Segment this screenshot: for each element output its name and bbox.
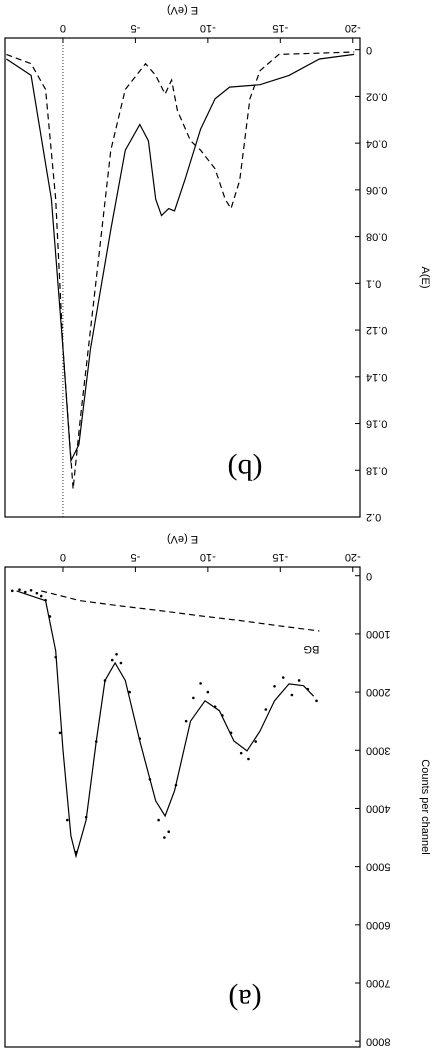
x-tick-label: 0 (60, 551, 66, 563)
x-tick-label: -10 (200, 22, 216, 34)
x-tick-label: -5 (131, 22, 141, 34)
data-point (18, 588, 21, 591)
data-point (115, 652, 118, 656)
series-line (16, 590, 315, 859)
data-point (110, 658, 114, 662)
y-tick-label: 0.16 (366, 418, 387, 430)
data-point (297, 679, 301, 682)
data-point (48, 615, 52, 618)
y-tick-label: 0.04 (366, 137, 387, 149)
data-point (119, 661, 123, 665)
y-tick-label: 0.02 (366, 91, 387, 103)
data-point (138, 737, 142, 740)
y-axis-label: A(E) (419, 267, 431, 289)
data-point (39, 594, 43, 598)
x-tick-label: -20 (345, 22, 361, 34)
panel-label: (a) (228, 983, 261, 1016)
y-tick-label: 4000 (366, 803, 390, 815)
y-tick-label: 3000 (366, 744, 390, 756)
y-tick-label: 0.1 (366, 277, 381, 289)
data-point (221, 714, 224, 717)
x-tick-label: -15 (272, 22, 288, 34)
data-point (29, 588, 33, 592)
data-point (128, 690, 131, 694)
data-point (167, 830, 171, 834)
data-point (306, 687, 310, 691)
data-point (213, 705, 217, 708)
data-point (254, 740, 257, 743)
y-tick-label: 1000 (366, 628, 390, 640)
data-point (157, 818, 160, 822)
data-point (54, 655, 58, 659)
data-point (174, 783, 178, 787)
y-tick-label: 0.08 (366, 231, 387, 243)
y-tick-label: 0.12 (366, 324, 387, 336)
data-point (315, 699, 318, 703)
data-point (66, 818, 69, 822)
data-point (184, 719, 188, 723)
x-tick-label: -5 (131, 551, 141, 563)
data-point (84, 815, 88, 819)
data-point (23, 590, 27, 594)
y-tick-label: 2000 (366, 686, 390, 698)
y-tick-label: 6000 (366, 919, 390, 931)
data-point (199, 682, 202, 685)
y-tick-label: 5000 (366, 861, 390, 873)
data-point (247, 757, 250, 761)
x-tick-label: -15 (272, 551, 288, 563)
x-axis-label: E (eV) (167, 533, 198, 545)
data-point (163, 836, 166, 839)
data-point (239, 751, 243, 755)
data-point (74, 850, 78, 854)
series-line (41, 590, 320, 632)
data-point (94, 740, 98, 743)
data-point (229, 731, 233, 735)
data-point (192, 696, 195, 700)
y-tick-label: 0 (366, 44, 372, 56)
data-point (148, 778, 152, 781)
y-tick-label: 0 (366, 570, 372, 582)
x-axis-label: E (eV) (167, 4, 198, 16)
data-point (206, 690, 210, 694)
plot-frame (4, 37, 361, 518)
x-tick-label: 0 (60, 22, 66, 34)
y-tick-label: 0.14 (366, 371, 387, 383)
y-tick-label: 0.2 (366, 511, 381, 523)
data-point (281, 676, 285, 679)
y-tick-label: 0.06 (366, 184, 387, 196)
panel-label: (b) (228, 453, 263, 486)
plot-frame (4, 566, 361, 1048)
data-point (103, 679, 107, 682)
data-point (264, 708, 268, 711)
data-point (35, 591, 39, 595)
y-tick-label: 8000 (366, 1035, 390, 1047)
series-line (6, 51, 355, 490)
y-tick-label: 7000 (366, 977, 390, 989)
y-axis-label: Counts per channel (419, 759, 431, 854)
data-point (10, 589, 14, 593)
series-label: BG (303, 643, 319, 655)
data-point (273, 684, 276, 688)
y-tick-label: 0.18 (366, 464, 387, 476)
x-tick-label: -10 (200, 551, 216, 563)
data-point (44, 598, 47, 602)
x-tick-label: -20 (345, 551, 361, 563)
data-point (58, 731, 62, 735)
rotated-figure: -20 -15 -10 -5 0 0 1000 2000 3000 4000 5000 6000 700… (4, 4, 431, 1048)
data-point (290, 693, 294, 697)
